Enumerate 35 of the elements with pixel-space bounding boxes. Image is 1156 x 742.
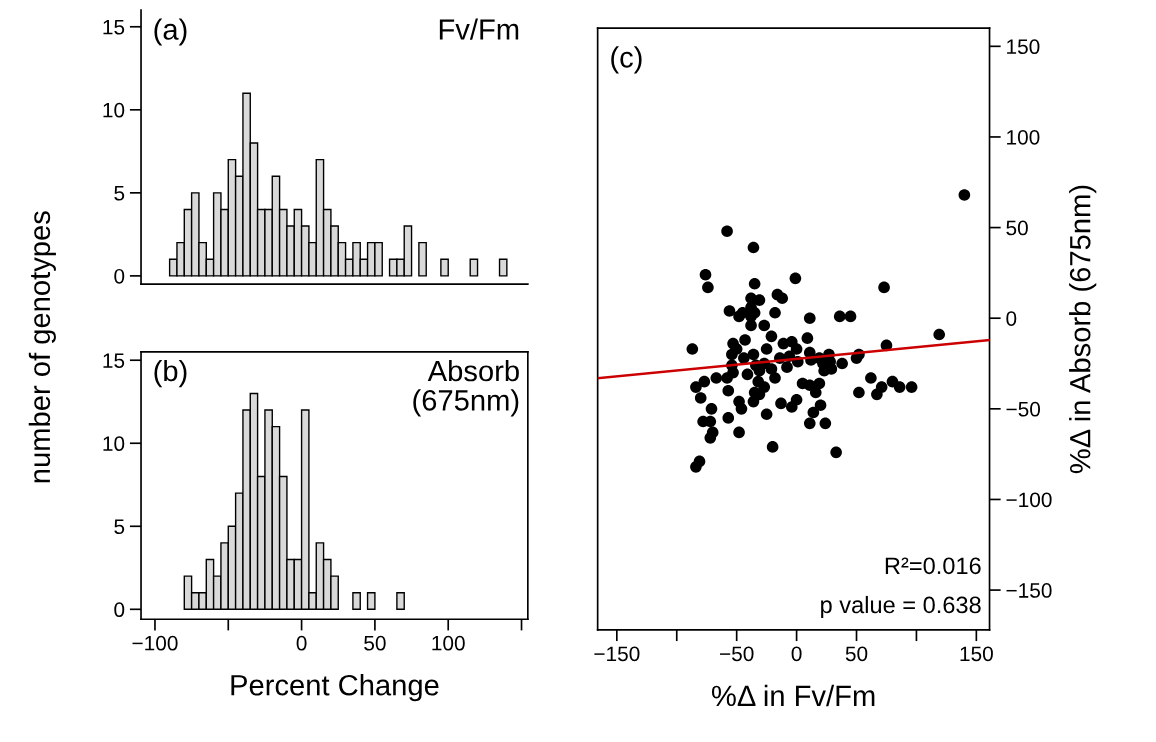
x-tick-label: −100 bbox=[132, 635, 178, 651]
annotation: p value = 0.638 bbox=[821, 595, 981, 618]
y-axis-title: number of genotypes bbox=[28, 211, 56, 483]
y-tick-label: 5 bbox=[114, 519, 125, 535]
x-tick-label: 50 bbox=[364, 635, 386, 651]
x-tick-label: 0 bbox=[791, 646, 802, 662]
y-tick-label: 0 bbox=[1006, 311, 1017, 326]
y-tick-label: 15 bbox=[103, 19, 125, 35]
annotation: R²=0.016 bbox=[885, 557, 981, 575]
x-tick-label: −150 bbox=[594, 646, 640, 662]
x-tick-label: 100 bbox=[432, 635, 465, 651]
y-tick-label: 5 bbox=[114, 186, 125, 201]
annotation: Absorb (675nm) bbox=[413, 359, 519, 417]
y-tick-label: 50 bbox=[1006, 220, 1028, 236]
y-tick-label: 15 bbox=[103, 353, 125, 368]
y-axis-title: %Δ in Absorb (675nm) bbox=[1069, 185, 1097, 474]
y-tick-label: −150 bbox=[1006, 583, 1052, 598]
x-tick-label: −50 bbox=[720, 646, 754, 662]
annotation: (c) bbox=[611, 46, 642, 74]
annotation: (a) bbox=[154, 18, 187, 46]
annotation: Fv/Fm bbox=[439, 18, 519, 40]
y-tick-label: −50 bbox=[1006, 401, 1041, 417]
y-tick-label: 10 bbox=[103, 436, 125, 452]
x-tick-label: 0 bbox=[296, 635, 307, 651]
y-tick-label: 0 bbox=[114, 602, 125, 618]
y-tick-label: −100 bbox=[1006, 492, 1052, 508]
x-axis-title: Percent Change bbox=[231, 674, 439, 702]
annotation: (b) bbox=[154, 359, 187, 388]
x-axis-title: %Δ in Fv/Fm bbox=[711, 684, 875, 707]
x-tick-label: 50 bbox=[845, 646, 868, 662]
y-tick-label: 0 bbox=[114, 268, 125, 284]
y-tick-label: 150 bbox=[1007, 39, 1040, 55]
x-tick-label: 150 bbox=[960, 646, 993, 662]
y-tick-label: 10 bbox=[103, 102, 125, 118]
y-tick-label: 100 bbox=[1007, 129, 1040, 145]
